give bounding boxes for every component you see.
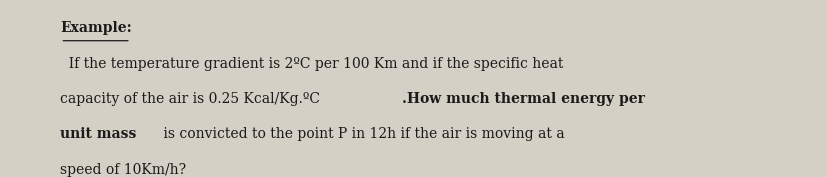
Text: unit mass: unit mass: [60, 127, 136, 141]
Text: Example:: Example:: [60, 21, 132, 35]
Text: is convicted to the point P in 12h if the air is moving at a: is convicted to the point P in 12h if th…: [159, 127, 564, 141]
Text: capacity of the air is 0.25 Kcal/Kg.ºC: capacity of the air is 0.25 Kcal/Kg.ºC: [60, 92, 324, 106]
Text: If the temperature gradient is 2ºC per 100 Km and if the specific heat: If the temperature gradient is 2ºC per 1…: [60, 57, 563, 71]
Text: .How much thermal energy per: .How much thermal energy per: [401, 92, 643, 106]
Text: speed of 10Km/h?: speed of 10Km/h?: [60, 163, 186, 177]
